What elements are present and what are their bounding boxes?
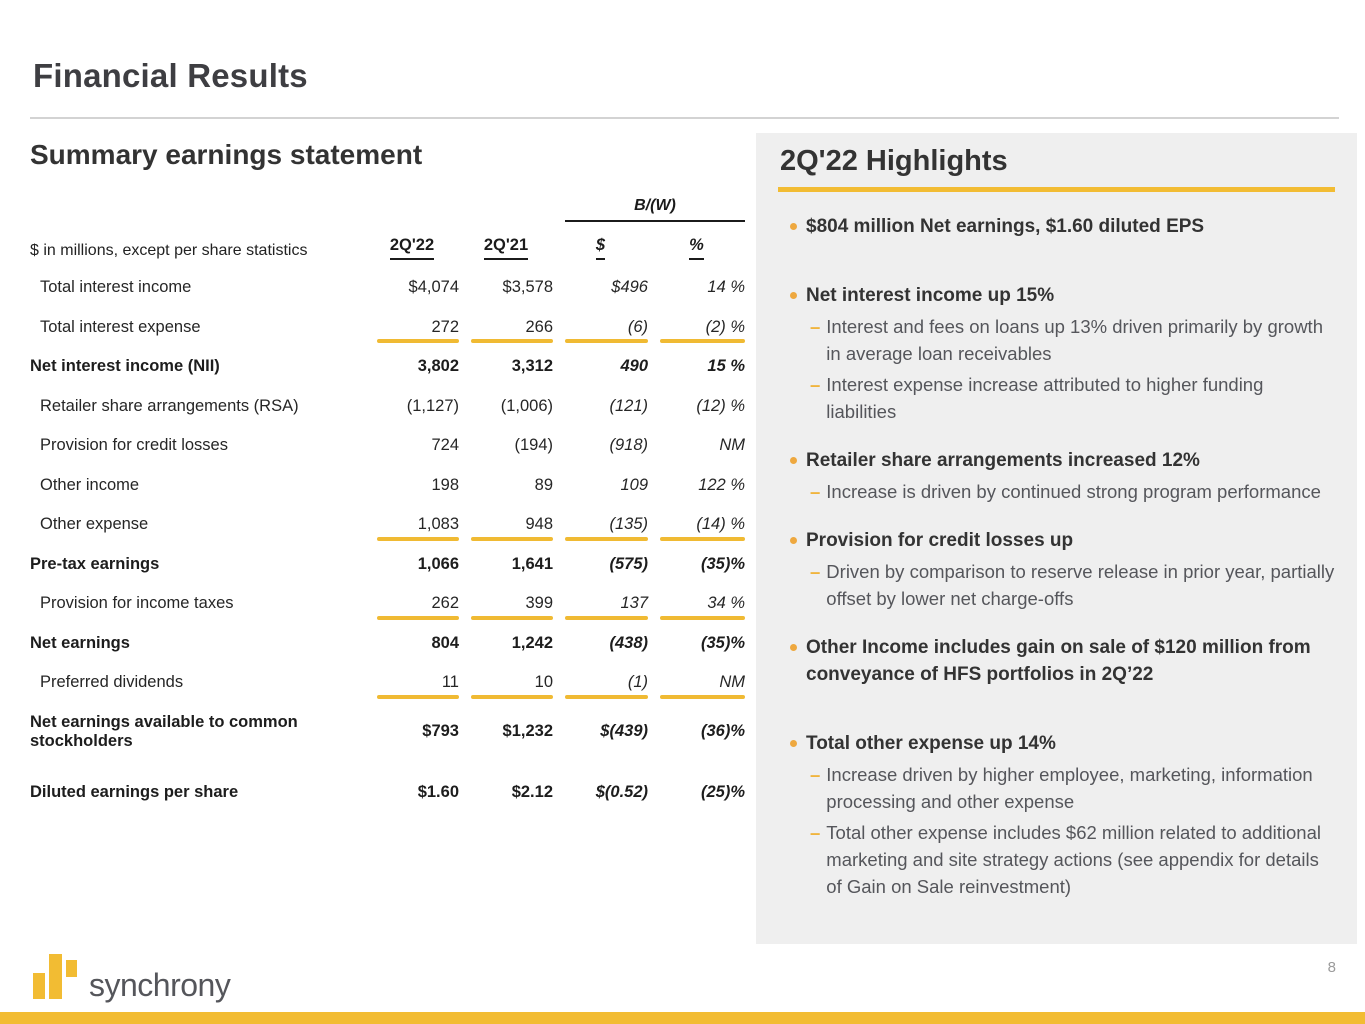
highlight-item: $804 million Net earnings, $1.60 diluted… <box>778 213 1335 240</box>
row-label: Net earnings available to common stockho… <box>30 712 298 750</box>
row-label: Preferred dividends <box>40 673 184 692</box>
dash-bullet-icon: – <box>810 764 821 785</box>
highlight-sub-text: Total other expense includes $62 million… <box>826 822 1321 897</box>
highlight-sub-item: – Driven by comparison to reserve releas… <box>778 558 1335 612</box>
row-label: Pre-tax earnings <box>30 554 160 573</box>
bullet-dot-icon <box>790 457 797 464</box>
table-header-row: $ in millions, except per share statisti… <box>30 222 745 268</box>
row-label: Other expense <box>40 515 149 534</box>
highlight-sub-text: Interest expense increase attributed to … <box>826 374 1264 422</box>
row-label: Retailer share arrangements (RSA) <box>40 396 299 415</box>
highlight-sub-item: – Interest expense increase attributed t… <box>778 371 1335 425</box>
logo-bar-icon <box>49 954 62 999</box>
highlight-text: Total other expense up 14% <box>806 733 1056 754</box>
table-row: Other expense 1,083 948 (135) (14) % <box>30 505 745 545</box>
highlight-item: Total other expense up 14% – Increase dr… <box>778 730 1335 900</box>
col-header-2q21: 2Q'21 <box>459 236 553 260</box>
highlight-sub-text: Interest and fees on loans up 13% driven… <box>826 316 1323 364</box>
row-label: Other income <box>40 475 140 494</box>
bullet-dot-icon <box>790 740 797 747</box>
highlights-title-underline <box>778 187 1335 192</box>
table-row: Total interest expense 272 266 (6) (2) % <box>30 308 745 348</box>
section-title: Summary earnings statement <box>30 139 423 170</box>
table-note: $ in millions, except per share statisti… <box>30 242 308 259</box>
dash-bullet-icon: – <box>810 316 821 337</box>
table-row: Provision for income taxes 262 399 137 3… <box>30 584 745 624</box>
row-label: Net earnings <box>30 633 130 652</box>
highlight-sub-text: Increase is driven by continued strong p… <box>826 481 1321 502</box>
table-row: Net earnings available to common stockho… <box>30 712 745 750</box>
table-row: Total interest income $4,074 $3,578 $496… <box>30 268 745 308</box>
row-label: Total interest income <box>40 278 192 297</box>
highlight-item: Other Income includes gain on sale of $1… <box>778 634 1335 688</box>
bullet-dot-icon <box>790 292 797 299</box>
table-row: Provision for credit losses 724 (194) (9… <box>30 426 745 466</box>
highlight-item: Retailer share arrangements increased 12… <box>778 447 1335 505</box>
highlight-sub-item: – Increase driven by higher employee, ma… <box>778 761 1335 815</box>
highlight-text: Provision for credit losses up <box>806 530 1074 551</box>
row-label: Diluted earnings per share <box>30 782 239 801</box>
highlight-sub-item: – Total other expense includes $62 milli… <box>778 819 1335 900</box>
title-divider <box>30 117 1339 119</box>
highlights-panel: 2Q'22 Highlights $804 million Net earnin… <box>756 133 1357 944</box>
highlight-sub-item: – Interest and fees on loans up 13% driv… <box>778 313 1335 367</box>
logo-bar-icon <box>66 960 77 977</box>
col-header-2q22: 2Q'22 <box>365 236 459 260</box>
dash-bullet-icon: – <box>810 481 821 502</box>
dash-bullet-icon: – <box>810 374 821 395</box>
col-header-bw-pct: % <box>648 236 745 260</box>
logo-bar-icon <box>33 973 45 999</box>
synchrony-logo: synchrony <box>33 954 231 1003</box>
row-label: Total interest expense <box>40 317 201 336</box>
row-label: Provision for credit losses <box>40 436 228 455</box>
table-group-header-row: B/(W) <box>30 192 745 222</box>
dash-bullet-icon: – <box>810 822 821 843</box>
dash-bullet-icon: – <box>810 561 821 582</box>
bullet-dot-icon <box>790 537 797 544</box>
highlight-text: Net interest income up 15% <box>806 285 1055 306</box>
table-row: Net interest income (NII) 3,802 3,312 49… <box>30 357 745 376</box>
highlight-sub-text: Driven by comparison to reserve release … <box>826 561 1335 609</box>
highlight-text: Other Income includes gain on sale of $1… <box>806 637 1311 685</box>
table-row: Preferred dividends 11 10 (1) NM <box>30 663 745 703</box>
col-header-bw-dollar: $ <box>553 236 648 260</box>
table-row: Retailer share arrangements (RSA) (1,127… <box>30 387 745 427</box>
highlight-sub-item: – Increase is driven by continued strong… <box>778 478 1335 505</box>
earnings-table: B/(W) $ in millions, except per share st… <box>30 192 745 812</box>
highlight-item: Provision for credit losses up – Driven … <box>778 527 1335 612</box>
bullet-dot-icon <box>790 223 797 230</box>
highlight-sub-text: Increase driven by higher employee, mark… <box>826 764 1313 812</box>
page-number: 8 <box>1327 959 1336 976</box>
logo-wordmark: synchrony <box>89 967 231 1003</box>
bw-group-header: B/(W) <box>565 197 745 222</box>
bottom-accent-bar <box>0 1012 1365 1024</box>
highlight-text: Retailer share arrangements increased 12… <box>806 450 1200 471</box>
table-row: Net earnings 804 1,242 (438) (35)% <box>30 633 745 652</box>
row-label: Provision for income taxes <box>40 594 234 613</box>
table-row: Pre-tax earnings 1,066 1,641 (575) (35)% <box>30 554 745 573</box>
slide-title: Financial Results <box>33 57 308 94</box>
highlight-item: Net interest income up 15% – Interest an… <box>778 282 1335 425</box>
highlight-text: $804 million Net earnings, $1.60 diluted… <box>806 216 1205 237</box>
bullet-dot-icon <box>790 644 797 651</box>
table-row: Diluted earnings per share $1.60 $2.12 $… <box>30 782 745 801</box>
highlights-title: 2Q'22 Highlights <box>780 145 1008 177</box>
table-row: Other income 198 89 109 122 % <box>30 466 745 506</box>
row-label: Net interest income (NII) <box>30 357 220 376</box>
